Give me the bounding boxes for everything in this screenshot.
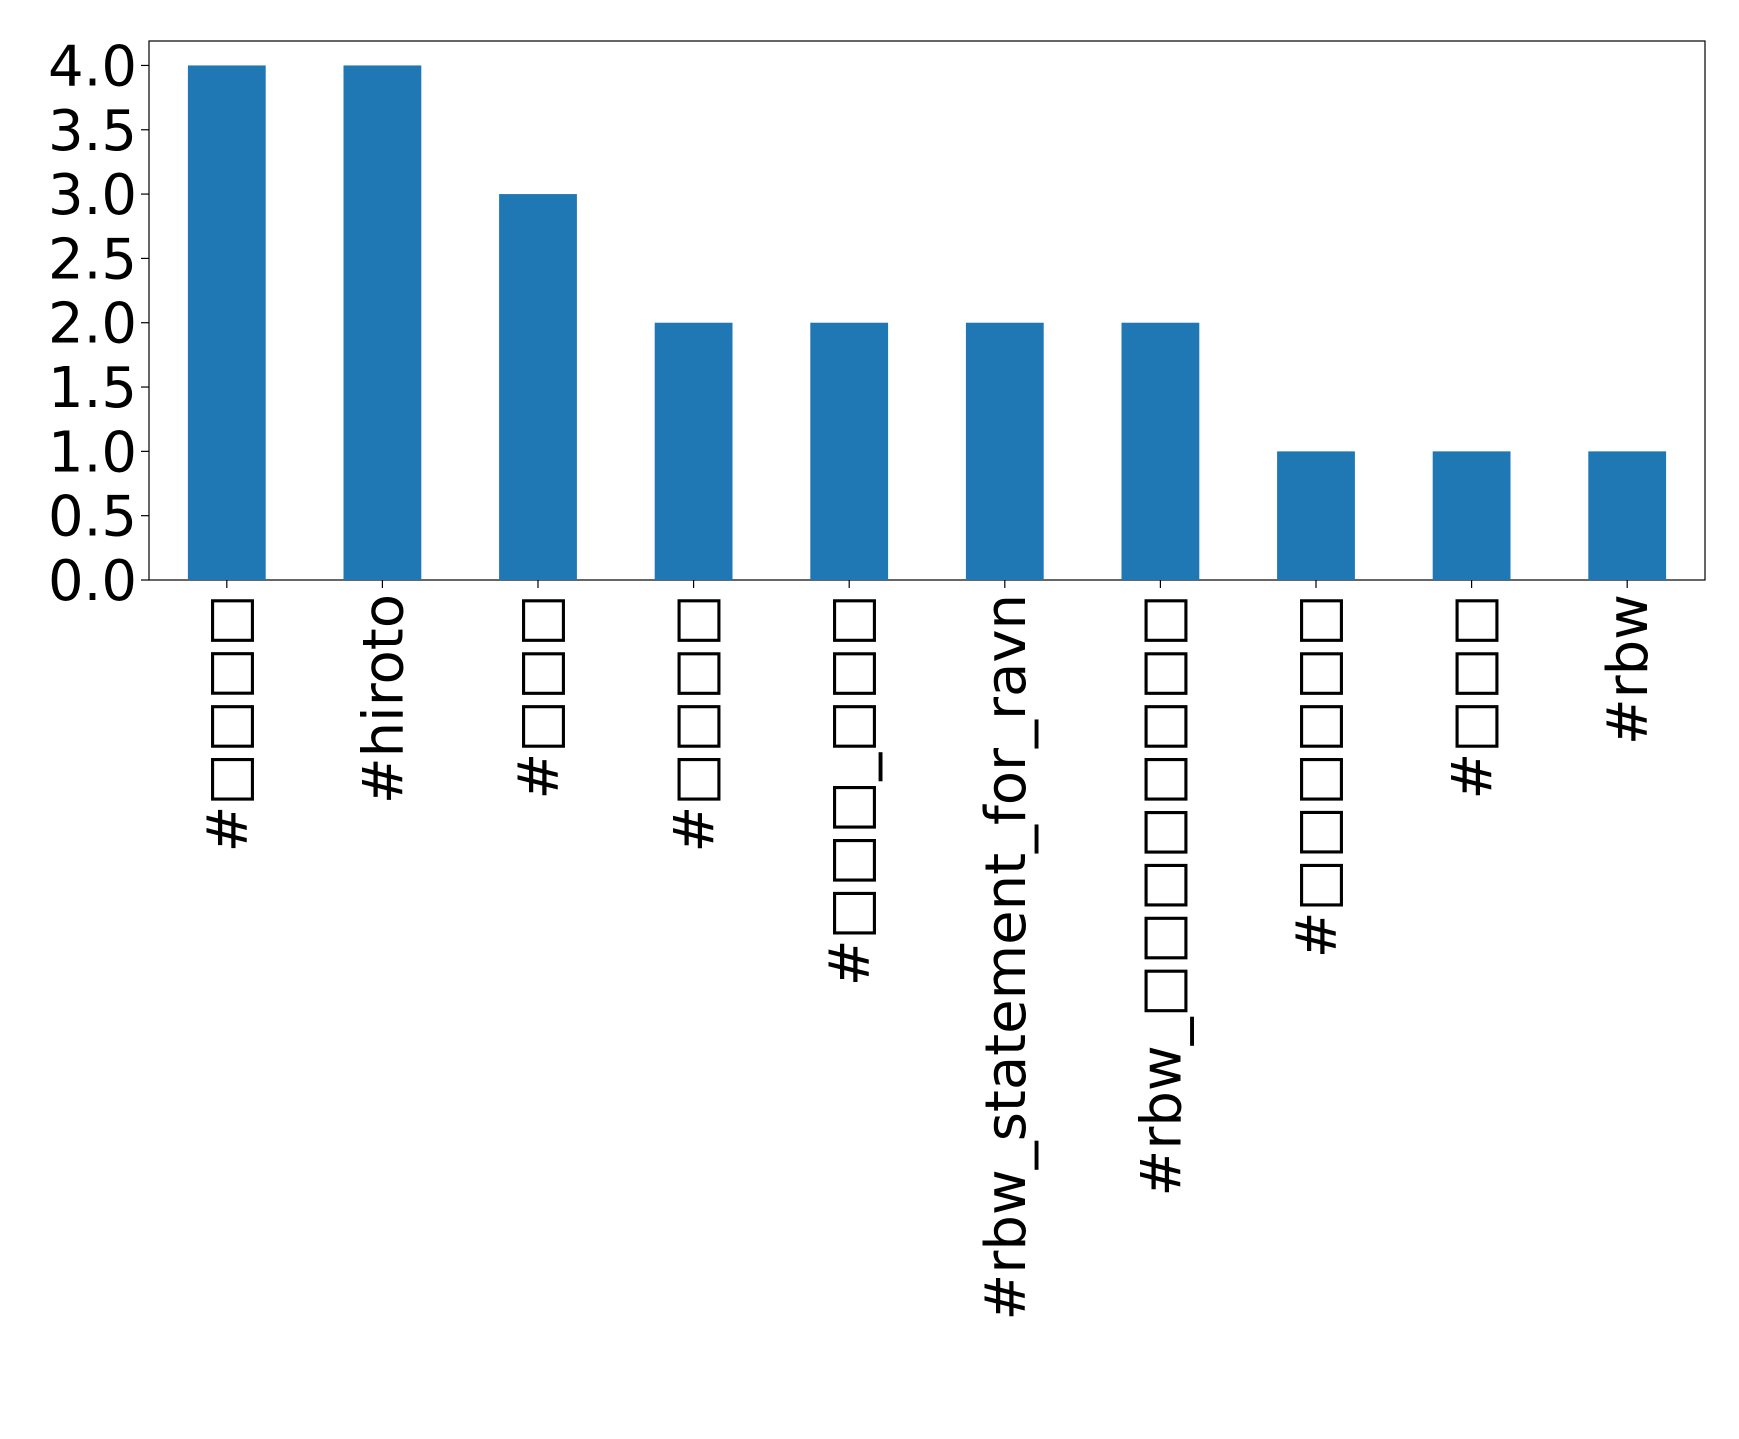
x-tick-label: #hiroto [351, 594, 416, 804]
bar [187, 65, 266, 580]
y-tick-label: 3.5 [48, 99, 137, 164]
x-tick-label: #□□□□ [196, 594, 261, 853]
y-tick-label: 4.0 [48, 34, 137, 99]
plot-frame [148, 40, 1706, 581]
bar [654, 322, 733, 580]
y-tick-label: 2.5 [48, 227, 137, 292]
y-tick-label: 3.0 [48, 163, 137, 228]
bar [1121, 322, 1200, 580]
bar [343, 65, 422, 580]
bar [1277, 451, 1355, 580]
y-tick-label: 0.5 [48, 485, 137, 550]
x-tick-label: #rbw_statement_for_ravn [974, 594, 1039, 1321]
y-tick-label: 0.0 [48, 549, 137, 614]
x-tick-label: #rbw [1596, 594, 1661, 745]
x-tick-label: #□□□ [1441, 594, 1506, 800]
x-tick-label: #□□□□ [663, 594, 728, 853]
y-tick-label: 1.5 [48, 356, 137, 421]
bar [810, 322, 889, 580]
bar [1432, 451, 1511, 580]
x-tick-label: #□□□_□□□ [818, 594, 883, 986]
bar [1588, 451, 1667, 580]
y-tick-label: 2.0 [48, 292, 137, 357]
bar [499, 194, 577, 580]
y-tick-label: 1.0 [48, 420, 137, 485]
x-tick-label: #rbw_□□□□□□□□ [1129, 594, 1194, 1197]
x-tick-label: #□□□□□□ [1285, 594, 1350, 958]
bar [965, 322, 1044, 580]
x-tick-label: #□□□ [507, 594, 572, 800]
